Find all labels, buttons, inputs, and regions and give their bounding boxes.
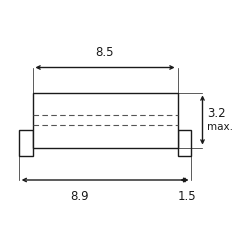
- Text: 3.2: 3.2: [208, 107, 226, 120]
- Bar: [32, 92, 178, 148]
- Text: 8.9: 8.9: [70, 190, 88, 203]
- Bar: [19, 130, 32, 156]
- Text: max.: max.: [208, 122, 234, 132]
- Text: 1.5: 1.5: [178, 190, 196, 203]
- Bar: [178, 130, 191, 156]
- Text: 8.5: 8.5: [96, 46, 114, 59]
